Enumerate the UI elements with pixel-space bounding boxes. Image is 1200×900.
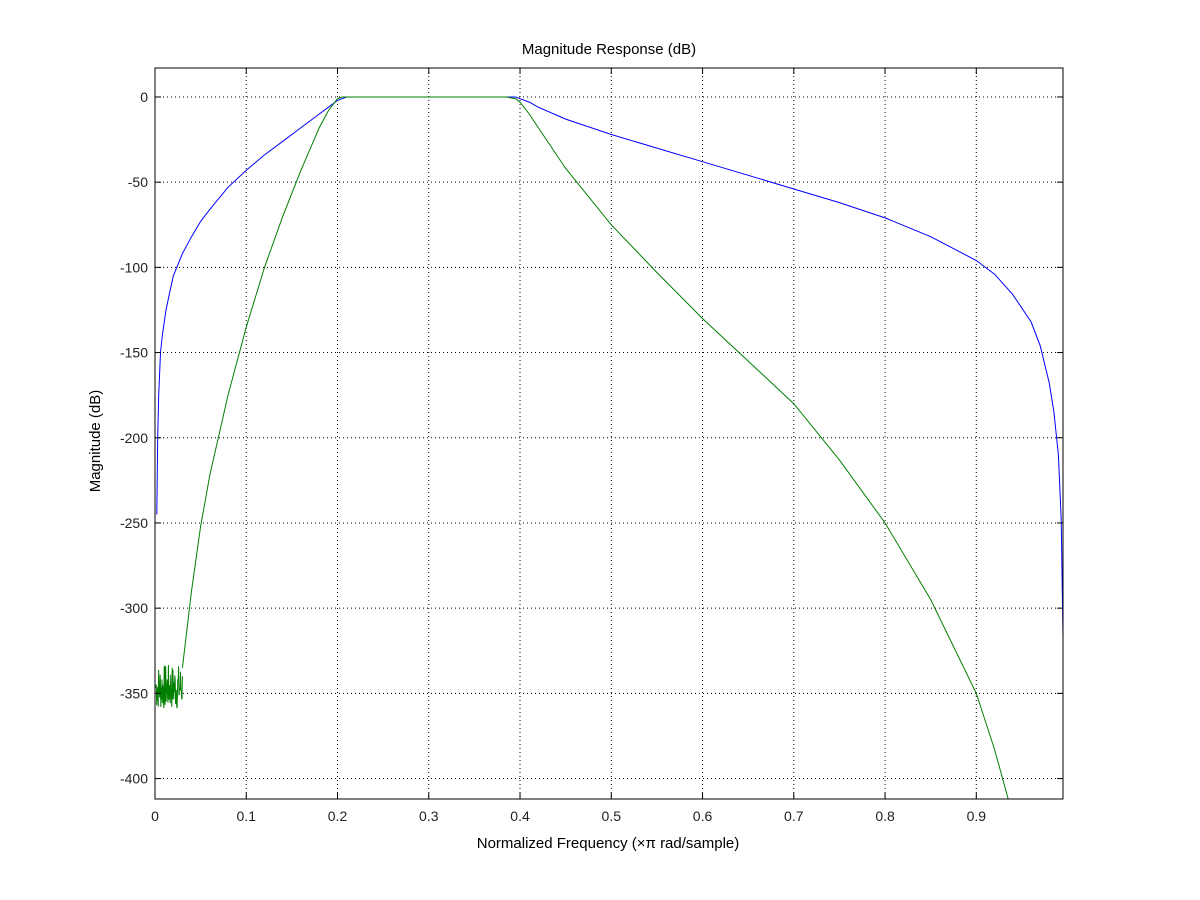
y-tick-label: -150 (120, 345, 148, 361)
y-tick-label: -350 (120, 685, 148, 701)
x-tick-label: 0.2 (328, 808, 348, 824)
x-tick-label: 0.7 (784, 808, 804, 824)
series-line-green (181, 96, 1009, 800)
x-tick-label: 0.8 (875, 808, 895, 824)
y-axis-label: Magnitude (dB) (87, 390, 104, 493)
x-axis-label: Normalized Frequency (×π rad/sample) (477, 835, 740, 852)
x-tick-label: 0.6 (693, 808, 713, 824)
y-tick-label: -50 (128, 174, 148, 190)
x-tick-label: 0 (151, 808, 159, 824)
x-tick-label: 0.9 (967, 808, 987, 824)
x-tick-label: 0.4 (510, 808, 530, 824)
tick-layer: 0 0.1 0.2 0.3 0.4 0.5 0.6 0.7 0.8 0.9 0 -50 -100 -150… (120, 68, 1063, 824)
x-tick-label: 0.1 (237, 808, 257, 824)
grid-layer (155, 68, 1063, 799)
y-tick-label: -300 (120, 600, 148, 616)
plot-frame (154, 67, 1064, 800)
chart-title: Magnitude Response (dB) (522, 41, 696, 58)
y-tick-label: -200 (120, 430, 148, 446)
x-tick-label: 0.5 (602, 808, 622, 824)
x-tick-label: 0.3 (419, 808, 439, 824)
noise-floor-green (155, 664, 183, 709)
y-tick-label: -400 (120, 771, 148, 787)
y-tick-label: 0 (140, 89, 148, 105)
y-tick-label: -250 (120, 515, 148, 531)
series-layer (155, 96, 1064, 800)
plot-area (155, 68, 1063, 799)
y-tick-label: -100 (120, 259, 148, 275)
